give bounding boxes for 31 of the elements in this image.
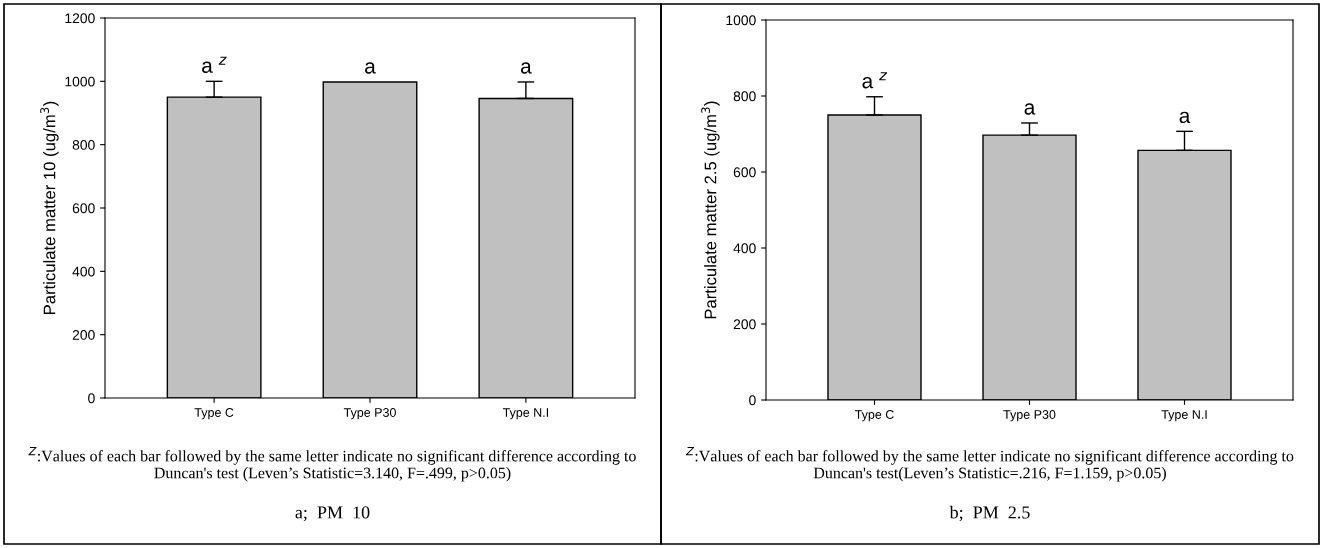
y-tick-label: 0 (749, 395, 756, 406)
y-tick-label: 600 (72, 203, 95, 214)
x-tick-label: Type C (854, 410, 894, 422)
x-tick-label: Type N.I (1161, 410, 1207, 422)
y-tick-label: 600 (733, 167, 756, 178)
annotation: a (1024, 103, 1036, 115)
y-axis-title: Particulate matter 2.5 (ug/m$^{3}$) (701, 101, 720, 319)
y-tick-label: 400 (733, 243, 756, 254)
x-tick-label: Type P30 (1003, 410, 1056, 422)
text: a; PM 10 (295, 506, 370, 522)
text: $^{Z}$:Values of each bar followed by the same letter indicate no significant difference according to Duncan's test (Leven’s Statistic=3.140, F=.499, p>0.05) (28, 447, 636, 482)
y-axis-title: Particulate matter 10 (ug/m$^{3}$) (40, 101, 59, 314)
y-tick-label: 1000 (65, 76, 95, 87)
y-tick-label: 200 (733, 319, 756, 330)
text: b; PM 2.5 (949, 505, 1030, 522)
y-tick-label: 1000 (726, 15, 756, 26)
y-tick-label: 1200 (65, 13, 95, 24)
x-tick-label: Type N.I (502, 408, 548, 420)
annotation: a $^{z}$ (862, 72, 888, 89)
y-tick-label: 200 (72, 330, 95, 340)
annotation: a (365, 62, 376, 74)
y-tick-label: 400 (72, 266, 95, 277)
text: $^{Z}$:Values of each bar followed by the same letter indicate no significant difference according to Duncan's test(Leven’s Statistic=.216, F=1.159, p>0.05) (685, 447, 1294, 482)
y-tick-label: 800 (733, 91, 756, 102)
y-tick-label: 0 (88, 393, 95, 404)
x-tick-label: Type C (194, 408, 234, 420)
annotation: a $^{z}$ (202, 56, 227, 73)
x-tick-label: Type P30 (343, 408, 396, 420)
annotation: a (1179, 111, 1191, 124)
annotation: a (520, 62, 532, 74)
y-tick-label: 800 (72, 140, 95, 150)
